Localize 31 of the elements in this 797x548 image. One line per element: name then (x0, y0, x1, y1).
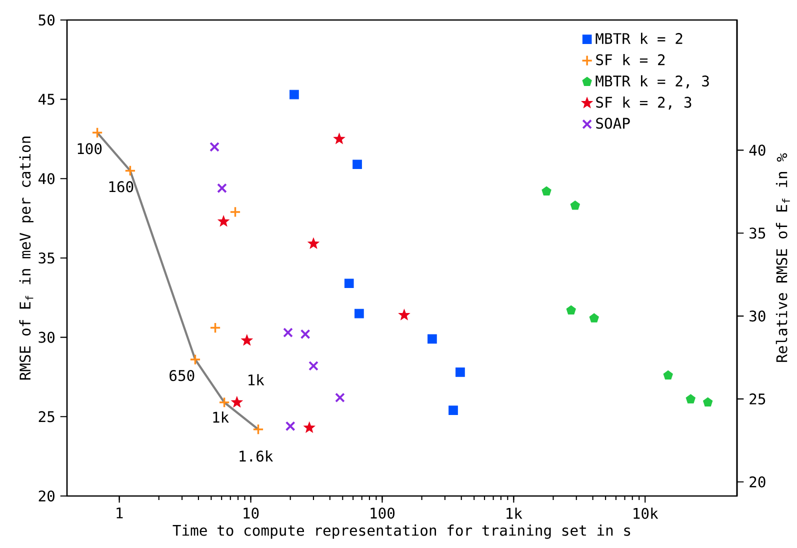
y-tick-label: 30 (38, 332, 54, 343)
annotation: 1k (213, 411, 229, 423)
x-tick-label: 100 (370, 508, 395, 519)
y2-tick-label: 35 (750, 228, 766, 239)
annotation: 160 (109, 181, 134, 192)
y2-tick-label: 20 (750, 476, 766, 488)
legend-label: SF k = 2, 3 (596, 96, 692, 110)
x-tick-label: 1 (116, 508, 123, 518)
annotation: 1k (248, 374, 264, 386)
annotation: 1.6k (240, 450, 273, 462)
x-tick-label: 10k (634, 508, 658, 519)
legend-label: SF k = 2 (596, 54, 665, 66)
annotation: 100 (78, 143, 102, 154)
y-tick-label: 40 (38, 173, 54, 184)
y-tick-label: 35 (38, 252, 54, 264)
y2-tick-label: 40 (749, 144, 766, 156)
y-tick-label: 25 (38, 411, 54, 422)
y-tick-label: 45 (38, 94, 54, 105)
x-tick-label: 10 (244, 508, 259, 519)
y2-axis-title: Relative RMSE of E$_{f}$ in % (776, 153, 790, 362)
y2-tick-label: 25 (750, 393, 766, 405)
annotation: 650 (170, 370, 194, 382)
y-axis-title: RMSE of E$_{f}$ in meV per cation (19, 136, 34, 380)
x-axis-title: Time to compute representation for training set in s (172, 524, 630, 539)
legend-label: MBTR k = 2 (596, 32, 682, 44)
legend-label: SOAP (596, 118, 630, 129)
y-tick-label: 50 (38, 14, 54, 26)
legend-label: MBTR k = 2, 3 (596, 75, 709, 88)
y-tick-label: 20 (38, 490, 54, 502)
x-tick-label: 1k (506, 508, 522, 519)
y2-tick-label: 30 (750, 310, 766, 322)
